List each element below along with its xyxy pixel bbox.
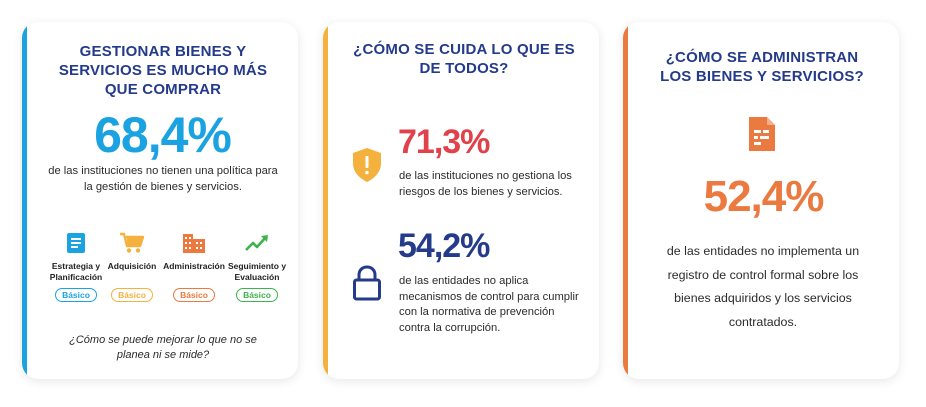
card-title: ¿CÓMO SE ADMINISTRAN LOS BIENES Y SERVIC… — [660, 49, 864, 85]
document-icon — [749, 117, 775, 151]
level-badge: Básico — [111, 288, 153, 302]
stat-value: 68,4% — [94, 107, 232, 163]
card-accent-bar — [323, 22, 328, 379]
category-label: Adquisición — [107, 261, 157, 271]
category-monitoring: Seguimiento y Evaluación Básico — [225, 232, 289, 303]
stat-value: 71,3% — [398, 123, 490, 161]
risk-card: ¿CÓMO SE CUIDA LO QUE ES DE TODOS? 71,3%… — [323, 22, 599, 379]
administration-card: ¿CÓMO SE ADMINISTRAN LOS BIENES Y SERVIC… — [623, 22, 899, 379]
document-icon — [67, 233, 85, 253]
category-label: Seguimiento y Evaluación — [227, 261, 287, 282]
lock-icon — [353, 265, 381, 301]
level-badge: Básico — [173, 288, 215, 302]
stat-value: 54,2% — [398, 227, 490, 265]
closing-question: ¿Cómo se puede mejorar lo que no se plan… — [69, 334, 257, 361]
building-icon — [183, 234, 205, 253]
card-accent-bar — [22, 22, 27, 379]
stat-description: de las instituciones no tienen una polít… — [48, 165, 278, 193]
card-title: GESTIONAR BIENES Y SERVICIOS ES MUCHO MÁ… — [58, 43, 268, 98]
warning-shield-icon — [353, 148, 381, 182]
card-title: ¿CÓMO SE CUIDA LO QUE ES DE TODOS? — [353, 41, 575, 77]
stat-description: de las entidades no aplica mecanismos de… — [399, 275, 579, 334]
level-badge: Básico — [236, 288, 278, 302]
category-strategy: Estrategia y Planificación Básico — [44, 232, 108, 303]
card-accent-bar — [623, 22, 628, 379]
category-acquisition: Adquisición Básico — [100, 232, 164, 303]
category-administration: Administración Básico — [162, 232, 226, 303]
stat-value: 52,4% — [703, 172, 825, 221]
category-label: Administración — [163, 261, 225, 271]
category-label: Estrategia y Planificación — [49, 261, 103, 282]
trend-line-icon — [245, 235, 268, 251]
stat-description: de las instituciones no gestiona los rie… — [399, 170, 572, 198]
stat-description: de las entidades no implementa un regist… — [666, 244, 860, 329]
policy-card: GESTIONAR BIENES Y SERVICIOS ES MUCHO MÁ… — [22, 22, 298, 379]
level-badge: Básico — [55, 288, 97, 302]
shopping-cart-icon — [120, 232, 145, 253]
